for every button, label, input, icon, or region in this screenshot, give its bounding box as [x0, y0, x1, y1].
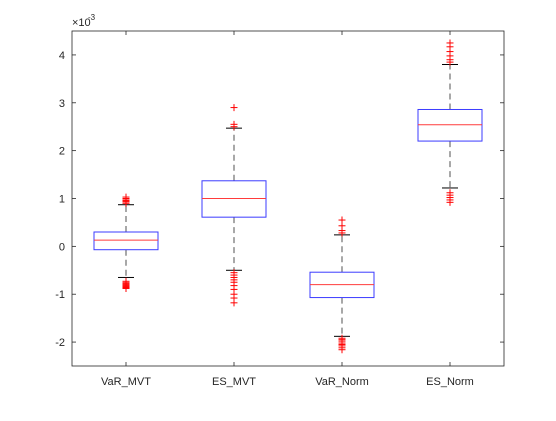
boxes-layer — [93, 39, 483, 354]
outlier-marker — [122, 284, 130, 292]
box-group — [93, 193, 159, 292]
outlier-marker — [446, 189, 454, 197]
outlier-marker — [230, 299, 238, 307]
x-tick-label: VaR_MVT — [101, 376, 151, 388]
y-tick-label: -1 — [55, 289, 65, 301]
outlier-marker — [230, 120, 238, 128]
y-exponent-base: ×10 — [72, 17, 91, 29]
box-group — [417, 39, 483, 206]
y-exponent-power: -3 — [88, 13, 96, 22]
outlier-marker — [122, 193, 130, 201]
x-tick-label: ES_Norm — [426, 376, 474, 388]
outlier-marker — [338, 216, 346, 224]
y-tick-label: 3 — [59, 98, 65, 110]
outlier-marker — [446, 39, 454, 47]
x-tick-label: ES_MVT — [212, 376, 256, 388]
y-tick-label: -2 — [55, 337, 65, 349]
axes-layer: -2 -1 0 1 2 3 4 VaR_MVT ES_MVT VaR_Norm ES_Norm — [55, 31, 504, 388]
box-group — [309, 216, 375, 354]
x-tick-label: VaR_Norm — [315, 376, 369, 388]
plot-area-background — [72, 31, 504, 366]
y-tick-label: 4 — [59, 50, 65, 62]
iqr-box — [93, 231, 159, 251]
box-group — [201, 104, 267, 307]
y-tick-label: 0 — [59, 241, 65, 253]
outlier-marker — [230, 104, 238, 112]
y-tick-label: 1 — [59, 194, 65, 206]
outlier-marker — [338, 346, 346, 354]
y-tick-label: 2 — [59, 146, 65, 158]
